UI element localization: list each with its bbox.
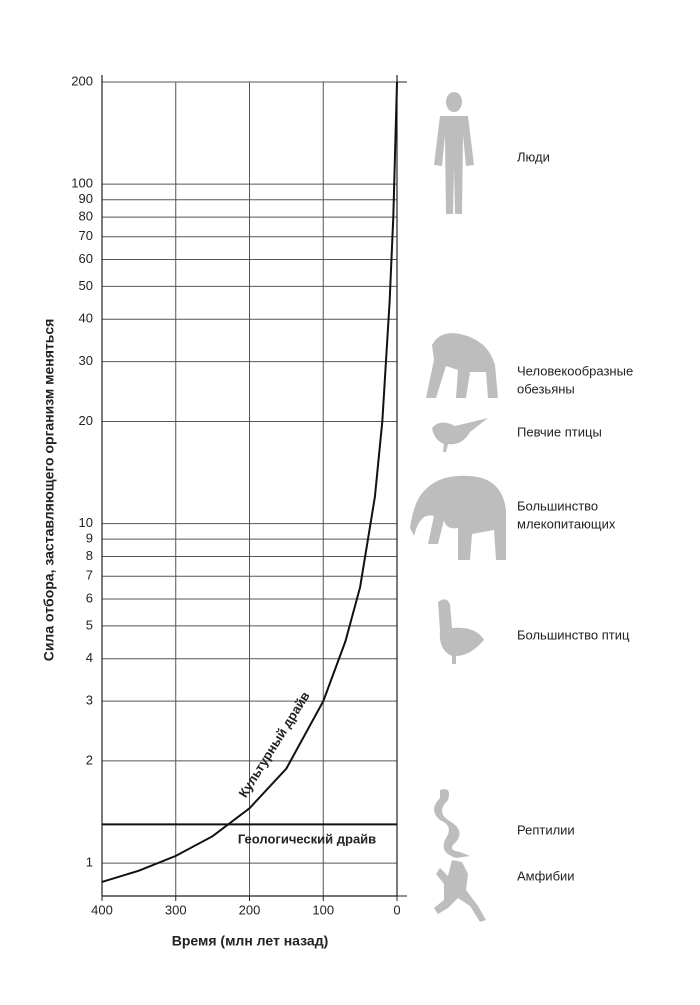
side-label: Певчие птицы — [517, 424, 602, 439]
y-tick-label: 3 — [86, 693, 93, 708]
frog-icon — [434, 860, 486, 922]
y-tick-label: 50 — [79, 278, 93, 293]
side-label: Амфибии — [517, 868, 575, 883]
y-tick-label: 70 — [79, 228, 93, 243]
y-tick-label: 200 — [71, 73, 93, 88]
y-tick-label: 8 — [86, 548, 93, 563]
y-tick-label: 9 — [86, 531, 93, 546]
y-tick-label: 40 — [79, 311, 93, 326]
y-tick-label: 100 — [71, 176, 93, 191]
side-label: Большинство птиц — [517, 627, 630, 642]
x-tick-label: 400 — [91, 902, 113, 917]
silhouettes — [410, 92, 506, 922]
elephant-icon — [410, 475, 506, 560]
human-icon — [434, 92, 474, 214]
y-tick-label: 5 — [86, 617, 93, 632]
y-tick-label: 60 — [79, 251, 93, 266]
y-tick-label: 2 — [86, 752, 93, 767]
y-tick-label: 30 — [79, 353, 93, 368]
y-axis-label: Сила отбора, заставляющего организм меня… — [41, 319, 57, 662]
x-tick-label: 100 — [312, 902, 334, 917]
y-tick-label: 10 — [79, 515, 93, 530]
side-label: Люди — [517, 149, 550, 164]
y-tick-label: 4 — [86, 650, 93, 665]
songbird-icon — [432, 418, 488, 452]
y-tick-label: 7 — [86, 568, 93, 583]
side-label: млекопитающих — [517, 516, 616, 531]
side-label: Человекообразные — [517, 363, 633, 378]
series-label: Культурный драйв — [235, 689, 312, 800]
series-line — [101, 81, 398, 883]
y-tick-label: 90 — [79, 191, 93, 206]
side-label: обезьяны — [517, 381, 575, 396]
x-axis-label: Время (млн лет назад) — [172, 933, 329, 949]
y-tick-label: 6 — [86, 590, 93, 605]
ape-icon — [426, 333, 498, 398]
side-label: Рептилии — [517, 822, 575, 837]
y-tick-label: 80 — [79, 209, 93, 224]
goose-icon — [438, 599, 484, 664]
snake-icon — [434, 789, 470, 858]
side-label: Большинство — [517, 498, 598, 513]
y-tick-label: 1 — [86, 855, 93, 870]
x-tick-label: 0 — [393, 902, 400, 917]
x-tick-label: 200 — [239, 902, 261, 917]
x-tick-label: 300 — [165, 902, 187, 917]
series-label: Геологический драйв — [238, 831, 376, 846]
y-tick-label: 20 — [79, 413, 93, 428]
